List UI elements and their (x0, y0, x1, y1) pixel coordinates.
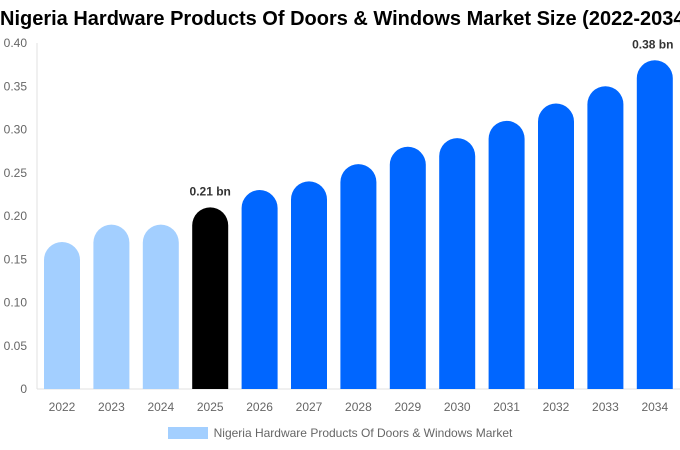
x-tick-label: 2033 (592, 400, 619, 414)
x-tick-label: 2029 (394, 400, 421, 414)
bar-2024 (142, 224, 179, 389)
y-tick-label: 0.40 (4, 36, 28, 50)
bar-2028 (340, 164, 377, 389)
bar-2022 (44, 241, 80, 389)
bar-2032 (538, 103, 574, 390)
y-tick-label: 0.25 (4, 166, 28, 180)
legend-swatch (167, 427, 208, 439)
y-tick-label: 0 (20, 382, 27, 396)
x-tick-label: 2027 (296, 400, 323, 414)
bar-2023 (93, 224, 130, 389)
x-tick-label: 2026 (246, 400, 273, 414)
bar-2027 (291, 181, 327, 389)
y-tick-label: 0.10 (4, 296, 28, 310)
x-tick-label: 2022 (49, 400, 76, 414)
bar-2029 (389, 146, 426, 389)
bar-2033 (587, 86, 624, 389)
x-tick-label: 2032 (543, 400, 570, 414)
x-tick-label: 2034 (641, 400, 668, 414)
data-label: 0.38 bn (632, 37, 673, 51)
x-tick-label: 2028 (345, 400, 372, 414)
x-tick-label: 2023 (98, 400, 125, 414)
y-tick-label: 0.35 (4, 79, 28, 93)
x-tick-label: 2024 (147, 400, 174, 414)
y-tick-label: 0.20 (4, 209, 28, 223)
bar-2026 (241, 190, 278, 389)
bar-2025 (192, 207, 229, 389)
chart-title: Nigeria Hardware Products Of Doors & Win… (0, 8, 680, 30)
data-label: 0.21 bn (190, 184, 231, 198)
y-tick-label: 0.15 (4, 252, 28, 266)
y-tick-label: 0.05 (4, 339, 28, 353)
bar-2031 (488, 120, 525, 389)
x-tick-label: 2025 (197, 400, 224, 414)
y-tick-label: 0.30 (4, 123, 28, 137)
legend: Nigeria Hardware Products Of Doors & Win… (0, 426, 680, 440)
legend-label: Nigeria Hardware Products Of Doors & Win… (213, 426, 513, 440)
bar-2034 (636, 60, 673, 389)
x-tick-label: 2030 (444, 400, 471, 414)
x-tick-label: 2031 (493, 400, 520, 414)
bar-2030 (439, 138, 476, 389)
